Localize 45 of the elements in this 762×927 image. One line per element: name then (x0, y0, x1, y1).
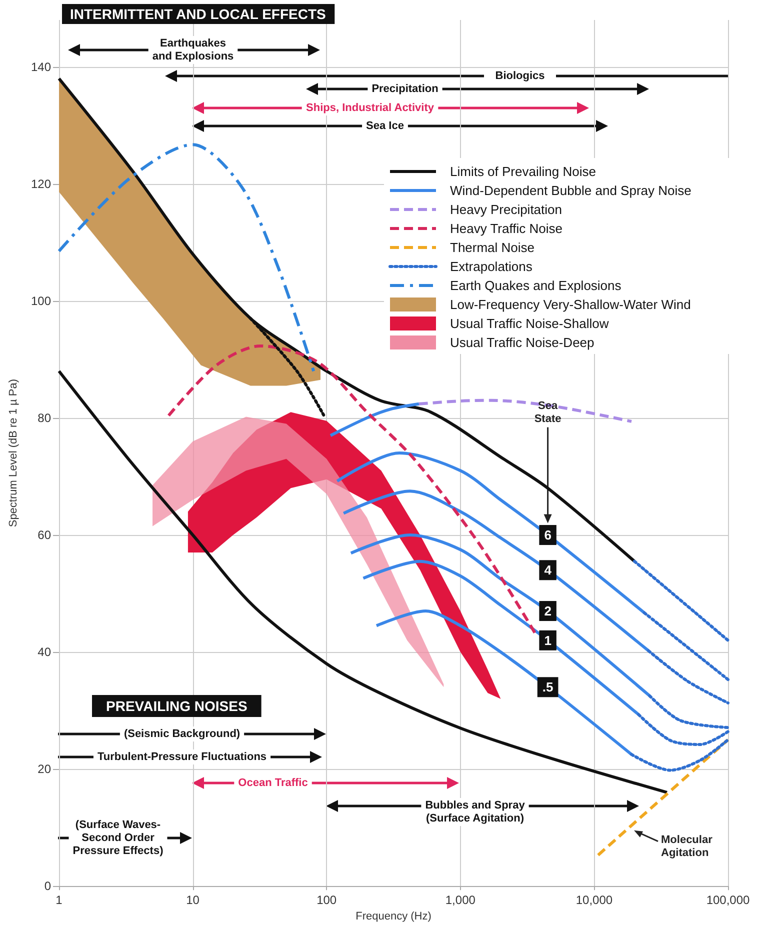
series-label: 4 (544, 562, 552, 578)
x-axis-title: Frequency (Hz) (356, 910, 432, 922)
legend-label: Heavy Traffic Noise (450, 221, 562, 236)
chart-title: INTERMITTENT AND LOCAL EFFECTS (70, 6, 326, 22)
legend-label: Thermal Noise (450, 240, 535, 255)
legend-label: Heavy Precipitation (450, 202, 562, 217)
legend-label: Usual Traffic Noise-Deep (450, 335, 594, 350)
series-label: 1 (544, 632, 552, 648)
legend-label: Limits of Prevailing Noise (450, 164, 596, 179)
legend-label: Earth Quakes and Explosions (450, 278, 622, 293)
x-tick-label: 100 (316, 893, 337, 908)
legend-label: Wind-Dependent Bubble and Spray Noise (450, 183, 692, 198)
y-tick-label: 40 (38, 645, 52, 660)
x-tick-label: 10,000 (576, 893, 613, 908)
legend-label: Extrapolations (450, 259, 533, 274)
y-tick-label: 60 (38, 528, 52, 542)
annotation: Precipitation (372, 83, 439, 95)
y-tick-label: 80 (38, 410, 52, 425)
annotation: PREVAILING NOISES (106, 698, 248, 714)
y-tick-label: 140 (30, 60, 52, 74)
annotation: Ocean Traffic (238, 777, 308, 789)
legend-label: Usual Traffic Noise-Shallow (450, 316, 610, 331)
x-tick-label: 10 (186, 893, 200, 908)
x-tick-label: 100,000 (706, 893, 750, 908)
x-tick-label: 1 (56, 893, 63, 908)
annotation: Ships, Industrial Activity (306, 102, 435, 114)
annotation: Sea Ice (366, 120, 404, 132)
annotation: Biologics (495, 70, 545, 82)
annotation: Turbulent-Pressure Fluctuations (97, 751, 267, 763)
legend-label: Low-Frequency Very-Shallow-Water Wind (450, 297, 691, 312)
y-tick-label: 0 (44, 879, 52, 894)
annotation: Earthquakes and Explosions (152, 38, 234, 62)
series-label: 6 (544, 527, 552, 542)
series-label: 2 (544, 604, 552, 619)
y-tick-label: 120 (30, 176, 52, 191)
annotation: Bubbles and Spray (Surface Agitation) (425, 800, 526, 824)
y-axis-title: Spectrum Level (dB re 1 µ Pa) (8, 378, 20, 528)
annotation: (Seismic Background) (124, 728, 240, 740)
annotation: Sea State (534, 400, 562, 425)
x-tick-label: 1,000 (445, 893, 476, 908)
y-tick-label: 100 (30, 294, 52, 308)
y-tick-label: 20 (38, 762, 52, 776)
series-label: .5 (542, 680, 554, 695)
annotation: (Surface Waves- Second Order Pressure Effects) (72, 819, 164, 857)
annotation: Molecular Agitation (661, 834, 714, 859)
